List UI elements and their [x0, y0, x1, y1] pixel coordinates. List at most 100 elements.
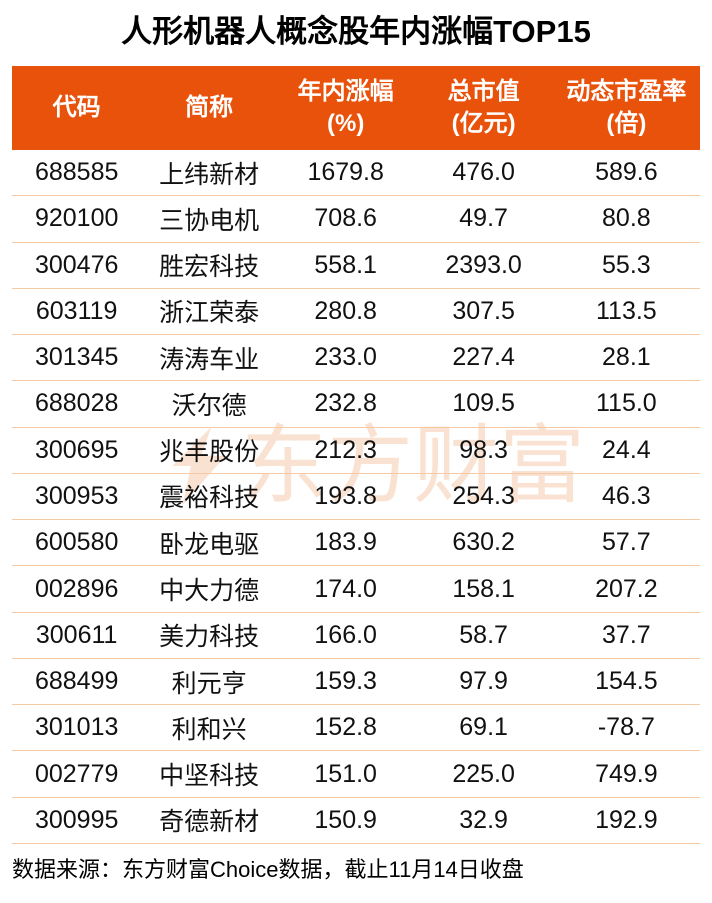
table-row: 920100 三协电机 708.6 49.7 80.8 — [12, 196, 700, 243]
stock-code: 300695 — [34, 435, 119, 464]
table-row: 002896 中大力德 174.0 158.1 207.2 — [12, 566, 700, 613]
market-cap: 98.3 — [459, 435, 508, 464]
table-row: 688499 利元亨 159.3 97.9 154.5 — [12, 659, 700, 706]
table-body: 688585 上纬新材 1679.8 476.0 589.6 920100 三协电机 708.… — [12, 150, 700, 844]
column-header-label: 代码 — [52, 94, 101, 121]
page-title: 人形机器人概念股年内涨幅TOP15 — [121, 14, 591, 49]
column-header-code: 代码 — [12, 66, 141, 150]
pe-ratio: 115.0 — [596, 389, 657, 418]
pe-ratio: 749.9 — [595, 759, 658, 788]
ytd-gain: 280.8 — [314, 296, 377, 325]
ytd-gain: 166.0 — [314, 620, 377, 649]
market-cap: 307.5 — [452, 296, 515, 325]
pe-ratio: -78.7 — [597, 713, 655, 742]
table-row: 300953 震裕科技 193.8 254.3 46.3 — [12, 474, 700, 521]
stock-name: 三协电机 — [159, 206, 260, 235]
column-header-sublabel: (%) — [327, 110, 365, 137]
table-row: 300695 兆丰股份 212.3 98.3 24.4 — [12, 428, 700, 474]
pe-ratio: 154.5 — [595, 667, 658, 696]
stock-name: 卧龙电驱 — [159, 530, 260, 559]
table-row: 603119 浙江荣泰 280.8 307.5 113.5 — [12, 289, 700, 336]
pe-ratio: 192.9 — [595, 805, 658, 834]
stock-name: 浙江荣泰 — [159, 299, 260, 328]
stock-name: 兆丰股份 — [159, 438, 260, 467]
stock-name: 奇德新材 — [159, 808, 260, 837]
table-row: 301345 涛涛车业 233.0 227.4 28.1 — [12, 335, 700, 382]
market-cap: 254.3 — [452, 481, 515, 510]
ytd-gain: 558.1 — [314, 250, 377, 279]
stock-name: 震裕科技 — [159, 484, 260, 513]
stock-table: 东方财富 代码 简称 年内涨幅 (%) 总市值 (亿元) 动态市盈率 (倍) — [12, 66, 700, 844]
market-cap: 158.1 — [452, 574, 515, 603]
column-header-sublabel: (亿元) — [451, 110, 516, 137]
table-row: 300476 胜宏科技 558.1 2393.0 55.3 — [12, 243, 700, 289]
stock-code: 002896 — [34, 574, 119, 603]
market-cap: 58.7 — [459, 620, 508, 649]
stock-code: 300995 — [34, 805, 119, 834]
stock-name: 利元亨 — [171, 669, 247, 698]
ytd-gain: 1679.8 — [307, 158, 384, 187]
stock-name: 利和兴 — [171, 715, 247, 744]
market-cap: 2393.0 — [445, 250, 522, 279]
column-header-label: 年内涨幅 — [297, 78, 394, 105]
ytd-gain: 174.0 — [314, 574, 377, 603]
column-header-label: 动态市盈率 — [566, 78, 687, 105]
stock-name: 中坚科技 — [159, 762, 260, 791]
stock-name: 中大力德 — [159, 577, 260, 606]
pe-ratio: 80.8 — [602, 204, 651, 233]
pe-ratio: 28.1 — [602, 343, 651, 372]
ytd-gain: 152.8 — [314, 713, 377, 742]
column-header-pe: 动态市盈率 (倍) — [553, 66, 700, 150]
pe-ratio: 55.3 — [602, 250, 651, 279]
table-row: 600580 卧龙电驱 183.9 630.2 57.7 — [12, 520, 700, 567]
market-cap: 97.9 — [459, 667, 508, 696]
column-header-label: 总市值 — [447, 78, 520, 105]
market-cap: 225.0 — [452, 759, 515, 788]
table-row: 688585 上纬新材 1679.8 476.0 589.6 — [12, 150, 700, 197]
stock-code: 300476 — [34, 250, 119, 279]
market-cap: 32.9 — [459, 805, 508, 834]
table-header: 代码 简称 年内涨幅 (%) 总市值 (亿元) 动态市盈率 (倍) — [12, 66, 700, 150]
stock-code: 600580 — [34, 528, 119, 557]
table-row: 300995 奇德新材 150.9 32.9 192.9 — [12, 798, 700, 844]
ytd-gain: 151.0 — [314, 759, 377, 788]
pe-ratio: 24.4 — [602, 435, 651, 464]
column-header-sublabel: (倍) — [606, 110, 647, 137]
pe-ratio: 113.5 — [596, 296, 657, 325]
market-cap: 476.0 — [452, 158, 515, 187]
pe-ratio: 46.3 — [602, 481, 651, 510]
stock-code: 300953 — [34, 481, 119, 510]
market-cap: 109.5 — [452, 389, 515, 418]
market-cap: 227.4 — [452, 343, 515, 372]
stock-code: 688499 — [34, 667, 119, 696]
stock-code: 920100 — [34, 204, 119, 233]
stock-code: 300611 — [35, 620, 118, 649]
table-row: 300611 美力科技 166.0 58.7 37.7 — [12, 613, 700, 659]
pe-ratio: 37.7 — [602, 620, 651, 649]
stock-name: 胜宏科技 — [159, 253, 260, 282]
ytd-gain: 708.6 — [314, 204, 377, 233]
stock-code: 688585 — [34, 158, 119, 187]
stock-name: 美力科技 — [159, 623, 260, 652]
table-row: 301013 利和兴 152.8 69.1 -78.7 — [12, 705, 700, 752]
column-header-market-cap: 总市值 (亿元) — [414, 66, 552, 150]
column-header-label: 简称 — [185, 94, 234, 121]
stock-name: 涛涛车业 — [159, 345, 260, 374]
stock-name: 上纬新材 — [159, 160, 260, 189]
ytd-gain: 150.9 — [314, 805, 377, 834]
ytd-gain: 183.9 — [314, 528, 377, 557]
stock-name: 沃尔德 — [171, 391, 247, 420]
table-row: 688028 沃尔德 232.8 109.5 115.0 — [12, 381, 700, 428]
stock-code: 603119 — [35, 296, 118, 325]
pe-ratio: 207.2 — [595, 574, 658, 603]
pe-ratio: 589.6 — [595, 158, 658, 187]
ytd-gain: 232.8 — [314, 389, 377, 418]
table-row: 002779 中坚科技 151.0 225.0 749.9 — [12, 751, 700, 798]
stock-code: 688028 — [34, 389, 119, 418]
ytd-gain: 159.3 — [314, 667, 377, 696]
column-header-ytd-gain: 年内涨幅 (%) — [277, 66, 415, 150]
stock-code: 002779 — [34, 759, 119, 788]
stock-code: 301345 — [34, 343, 119, 372]
ytd-gain: 233.0 — [314, 343, 377, 372]
